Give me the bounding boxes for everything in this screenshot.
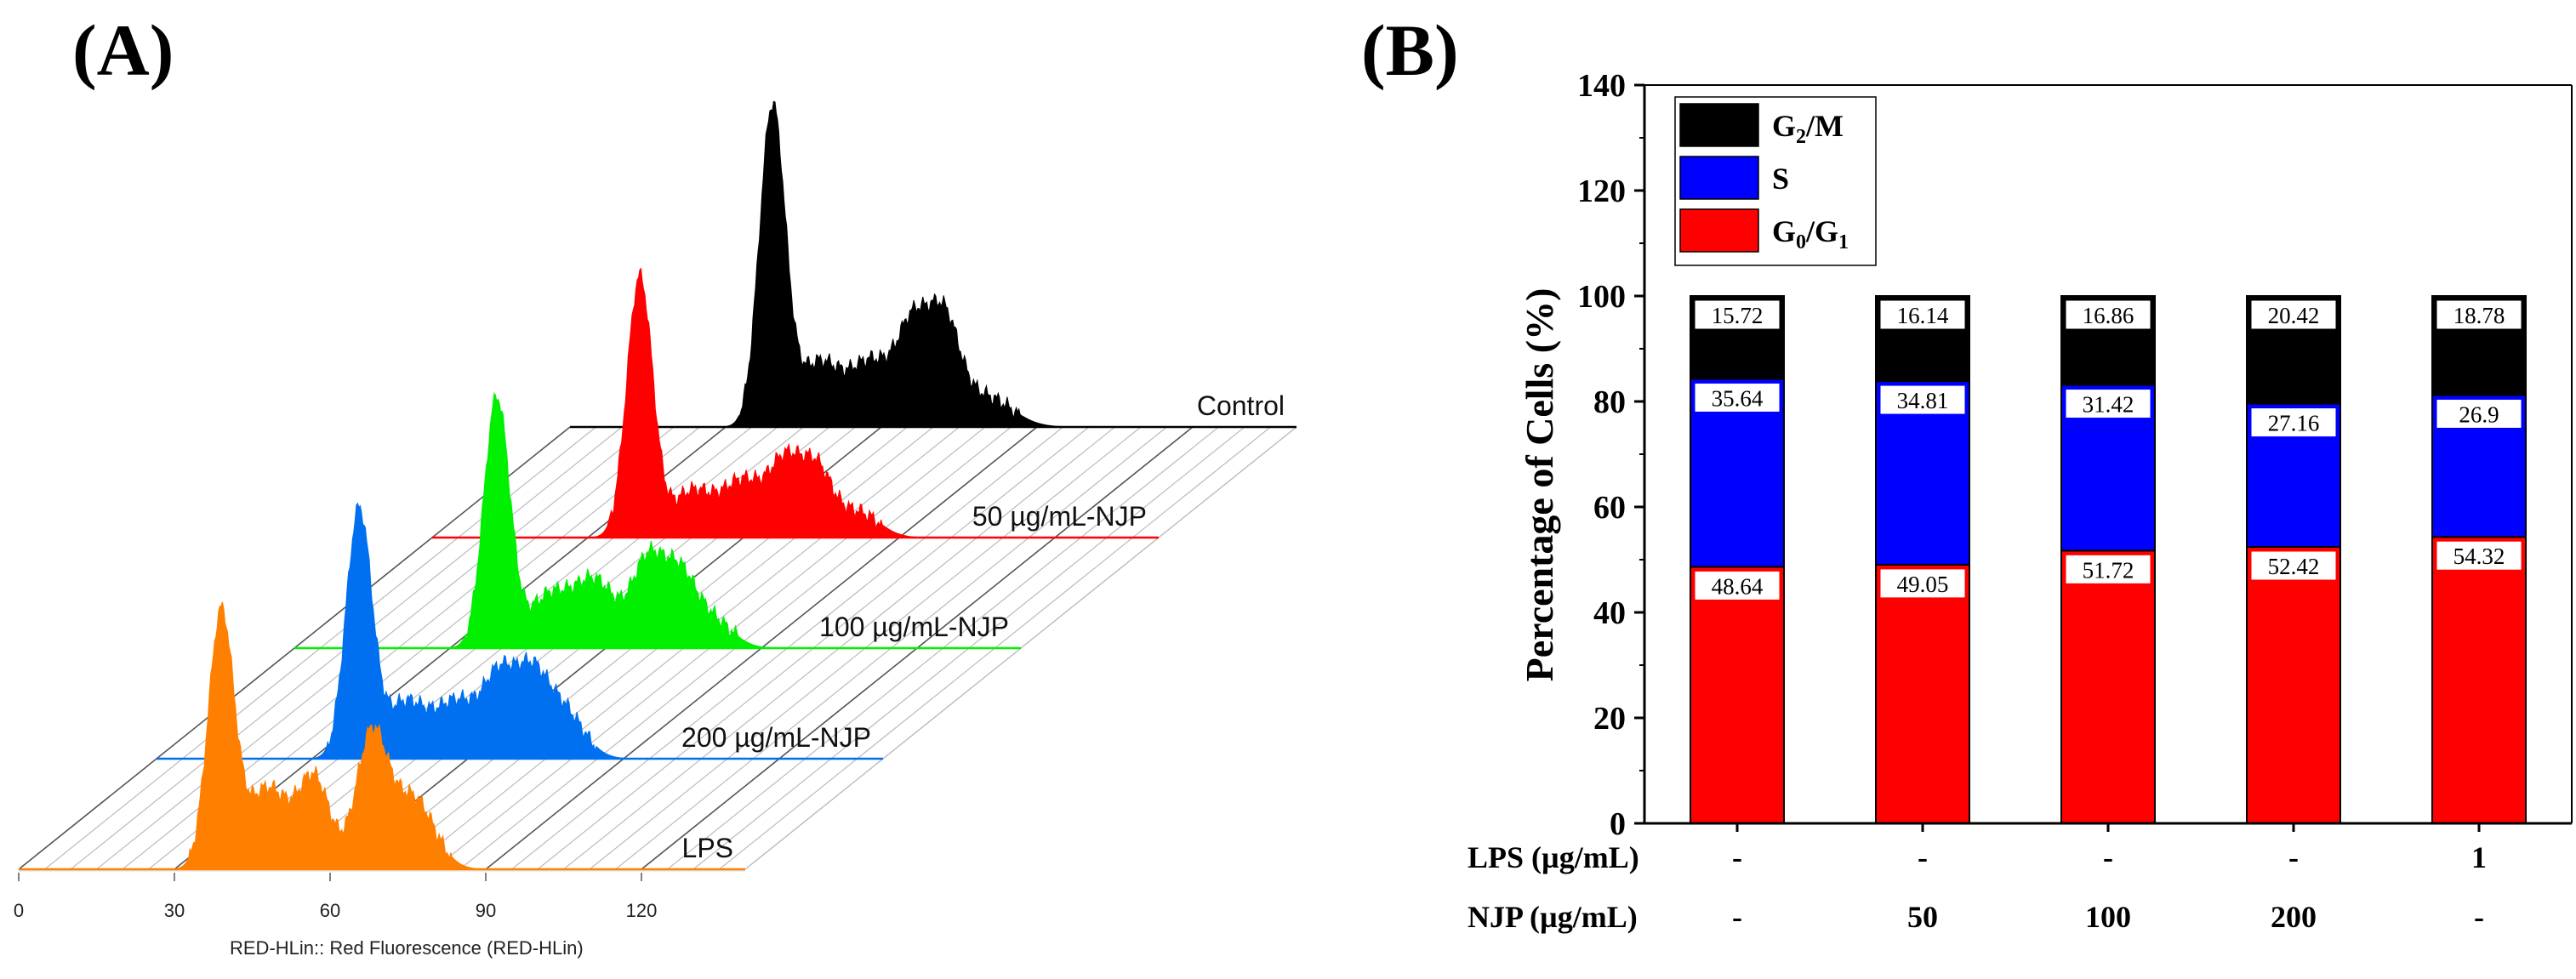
trace-label: Control xyxy=(1197,390,1285,421)
x-tick-label: 60 xyxy=(320,900,340,921)
trace-label: LPS xyxy=(682,833,733,863)
treatment-value: - xyxy=(1918,840,1928,874)
value-label-box xyxy=(1695,383,1780,412)
legend-entry: G2/M xyxy=(1772,109,1844,148)
value-label-box xyxy=(1880,300,1965,329)
value-label-box xyxy=(1695,571,1780,600)
treatment-value: - xyxy=(1732,840,1742,874)
treatment-value: - xyxy=(1732,900,1742,934)
treatment-value: 1 xyxy=(2471,840,2487,874)
value-label-box xyxy=(2436,300,2522,329)
value-label: 54.32 xyxy=(2453,544,2505,569)
panel-b-label: (B) xyxy=(1361,9,1459,91)
value-label: 31.42 xyxy=(2083,392,2134,418)
legend-swatch xyxy=(1679,156,1759,200)
x-tick-label: 90 xyxy=(476,900,496,921)
value-label-box xyxy=(1880,385,1965,414)
value-label-box xyxy=(2066,300,2151,329)
x-tick-label: 120 xyxy=(626,900,658,921)
value-label-box xyxy=(2251,551,2336,580)
stacked-bars: 48.64 35.64 15.72 49.05 34.81 16.14 51.72 31.42… xyxy=(1690,295,2527,824)
y-tick-label: 20 xyxy=(1593,701,1626,737)
panel-a-label: (A) xyxy=(72,9,174,91)
y-tick-label: 120 xyxy=(1577,174,1626,209)
value-label-box xyxy=(2436,541,2522,570)
y-tick-label: 100 xyxy=(1577,279,1626,315)
panel-b-stacked-bar: 48.64 35.64 15.72 49.05 34.81 16.14 51.72 31.42… xyxy=(1468,68,2573,934)
legend-swatch xyxy=(1679,208,1759,253)
panel-a-histograms: Control 50 µg/mL-NJP 100 µg/mL-NJP 200 µg/m… xyxy=(14,100,1297,959)
bar-segment xyxy=(2060,549,2156,824)
value-label: 20.42 xyxy=(2268,303,2320,328)
treatment-row-label: LPS (µg/mL) xyxy=(1468,840,1639,874)
value-label-box xyxy=(2066,390,2151,418)
legend-entry: S xyxy=(1772,162,1789,196)
value-label: 16.14 xyxy=(1897,303,1949,328)
value-label-box xyxy=(2436,399,2522,428)
treatment-row-label: NJP (µg/mL) xyxy=(1468,900,1638,934)
value-label: 16.86 xyxy=(2083,303,2134,328)
value-label: 49.05 xyxy=(1897,572,1949,597)
y-tick-label: 60 xyxy=(1593,490,1626,526)
trace-label: 50 µg/mL-NJP xyxy=(972,501,1147,532)
treatment-value: - xyxy=(2288,840,2299,874)
legend: G2/M S G0/G1 xyxy=(1674,96,1877,266)
histogram-trace xyxy=(174,601,497,870)
treatment-table: LPS (µg/mL) - - - - 1 NJP (µg/mL) - 50 100 200 - xyxy=(1468,840,2487,934)
value-label: 26.9 xyxy=(2459,401,2499,427)
value-label: 34.81 xyxy=(1897,388,1949,413)
value-label: 35.64 xyxy=(1712,385,1764,411)
x-axis-label-a: RED-HLin:: Red Fluorescence (RED-HLin) xyxy=(230,937,584,959)
histogram-traces: Control 50 µg/mL-NJP 100 µg/mL-NJP 200 µg/m… xyxy=(174,100,1285,870)
value-label-box xyxy=(1695,300,1780,329)
treatment-value: 50 xyxy=(1907,900,1938,934)
value-label: 27.16 xyxy=(2268,411,2320,436)
treatment-value: 100 xyxy=(2085,900,2131,934)
value-label: 15.72 xyxy=(1712,303,1764,328)
value-label-box xyxy=(2251,300,2336,329)
y-axis-label-b: Percentage of Cells (%) xyxy=(1518,288,1561,682)
value-label: 18.78 xyxy=(2453,303,2505,328)
value-label-box xyxy=(2251,408,2336,437)
y-tick-label: 0 xyxy=(1610,806,1626,842)
value-label-box xyxy=(2066,555,2151,583)
y-tick-label: 40 xyxy=(1593,595,1626,631)
value-label: 48.64 xyxy=(1712,573,1764,599)
trace-label: 100 µg/mL-NJP xyxy=(819,612,1009,642)
treatment-value: - xyxy=(2474,900,2484,934)
bar-segment xyxy=(2431,536,2527,824)
treatment-value: - xyxy=(2103,840,2113,874)
value-label-box xyxy=(1880,569,1965,598)
y-tick-label: 80 xyxy=(1593,384,1626,420)
legend-entry: G0/G1 xyxy=(1772,214,1849,253)
bar-segment xyxy=(1690,566,1785,824)
bar-segment xyxy=(2246,545,2341,824)
histogram-trace xyxy=(311,502,650,760)
bar-segment xyxy=(1875,563,1970,824)
y-axis-b: 0 20 40 60 80 100 120 140 xyxy=(1577,68,2573,842)
histogram-trace xyxy=(449,391,788,649)
x-axis-a: 0 30 60 90 120 xyxy=(14,870,745,921)
y-tick-label: 140 xyxy=(1577,68,1626,104)
trace-label: 200 µg/mL-NJP xyxy=(681,722,871,753)
value-label: 51.72 xyxy=(2083,557,2134,583)
x-tick-label: 30 xyxy=(164,900,185,921)
x-tick-label: 0 xyxy=(14,900,24,921)
value-label: 52.42 xyxy=(2268,554,2320,579)
treatment-value: 200 xyxy=(2271,900,2317,934)
histogram-trace xyxy=(587,267,926,538)
histogram-trace xyxy=(725,100,1089,428)
legend-swatch xyxy=(1679,103,1759,147)
